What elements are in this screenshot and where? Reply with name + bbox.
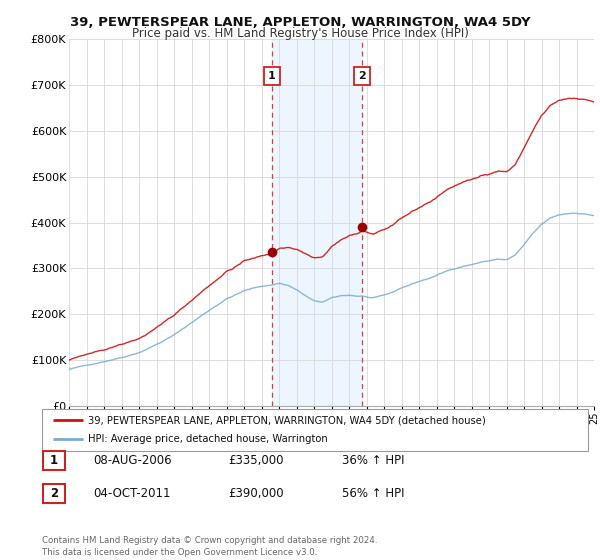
FancyBboxPatch shape (43, 451, 65, 470)
Text: HPI: Average price, detached house, Warrington: HPI: Average price, detached house, Warr… (88, 435, 328, 445)
FancyBboxPatch shape (43, 484, 65, 503)
Text: Price paid vs. HM Land Registry's House Price Index (HPI): Price paid vs. HM Land Registry's House … (131, 27, 469, 40)
Text: 2: 2 (50, 487, 58, 501)
Text: 1: 1 (50, 454, 58, 467)
Bar (272, 39, 362, 406)
Text: Contains HM Land Registry data © Crown copyright and database right 2024.
This d: Contains HM Land Registry data © Crown c… (42, 536, 377, 557)
Text: £335,000: £335,000 (228, 454, 284, 467)
Text: 08-AUG-2006: 08-AUG-2006 (93, 454, 172, 467)
Text: 39, PEWTERSPEAR LANE, APPLETON, WARRINGTON, WA4 5DY (detached house): 39, PEWTERSPEAR LANE, APPLETON, WARRINGT… (88, 415, 486, 425)
Text: 1: 1 (268, 71, 276, 81)
Text: 2: 2 (358, 71, 366, 81)
Text: 36% ↑ HPI: 36% ↑ HPI (342, 454, 404, 467)
Text: 56% ↑ HPI: 56% ↑ HPI (342, 487, 404, 501)
Text: 39, PEWTERSPEAR LANE, APPLETON, WARRINGTON, WA4 5DY: 39, PEWTERSPEAR LANE, APPLETON, WARRINGT… (70, 16, 530, 29)
Text: 04-OCT-2011: 04-OCT-2011 (93, 487, 170, 501)
FancyBboxPatch shape (42, 409, 588, 451)
Text: £390,000: £390,000 (228, 487, 284, 501)
